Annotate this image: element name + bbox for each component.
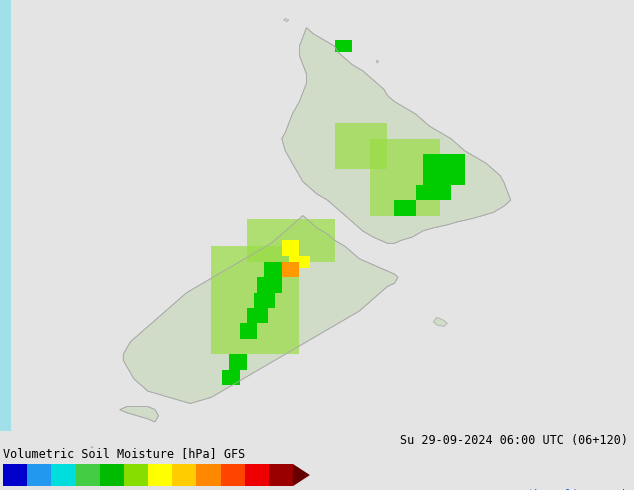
Polygon shape [123,216,398,403]
Polygon shape [283,19,289,22]
Polygon shape [254,293,275,308]
Polygon shape [211,246,299,354]
Polygon shape [229,354,247,369]
Polygon shape [222,369,240,385]
Polygon shape [281,240,299,256]
Bar [3,464,27,486]
Polygon shape [416,185,451,200]
Polygon shape [293,464,310,486]
Polygon shape [91,446,93,448]
Polygon shape [240,323,257,339]
Polygon shape [247,308,268,323]
Bar [27,464,51,486]
Polygon shape [289,256,310,268]
Polygon shape [423,154,465,185]
Bar [75,464,100,486]
Polygon shape [257,277,281,293]
Polygon shape [433,317,448,326]
Polygon shape [335,123,387,170]
Bar [148,464,172,486]
Polygon shape [376,60,378,63]
Polygon shape [335,40,353,52]
Polygon shape [120,407,158,422]
Bar [124,464,148,486]
Polygon shape [394,200,416,216]
Polygon shape [247,219,335,262]
Text: Volumetric Soil Moisture [hPa] GFS: Volumetric Soil Moisture [hPa] GFS [3,447,245,460]
Text: Su 29-09-2024 06:00 UTC (06+120): Su 29-09-2024 06:00 UTC (06+120) [399,434,628,447]
Bar [245,464,269,486]
Polygon shape [370,139,440,216]
Bar [0,0,11,431]
Bar [51,464,75,486]
Bar [100,464,124,486]
Bar [172,464,197,486]
Polygon shape [264,262,281,277]
Bar [197,464,221,486]
Polygon shape [281,262,299,277]
Polygon shape [281,28,511,244]
Text: ©weatheronline.co.uk: ©weatheronline.co.uk [503,489,628,490]
Bar [221,464,245,486]
Bar [269,464,293,486]
